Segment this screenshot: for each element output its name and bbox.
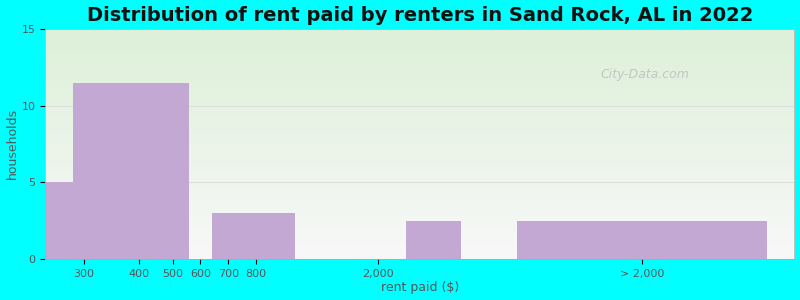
Bar (56, 182, 112, 259)
X-axis label: rent paid ($): rent paid ($) (381, 281, 459, 294)
Bar (73, 82, 128, 259)
Bar (517, 220, 766, 259)
Bar (18, 182, 73, 259)
Bar (211, 213, 245, 259)
Bar (406, 220, 462, 259)
Title: Distribution of rent paid by renters in Sand Rock, AL in 2022: Distribution of rent paid by renters in … (86, 6, 753, 25)
Bar (122, 82, 156, 259)
Bar (156, 82, 190, 259)
Bar (128, 82, 184, 259)
Text: City-Data.com: City-Data.com (600, 68, 689, 81)
Bar (239, 213, 295, 259)
Y-axis label: households: households (6, 108, 18, 179)
